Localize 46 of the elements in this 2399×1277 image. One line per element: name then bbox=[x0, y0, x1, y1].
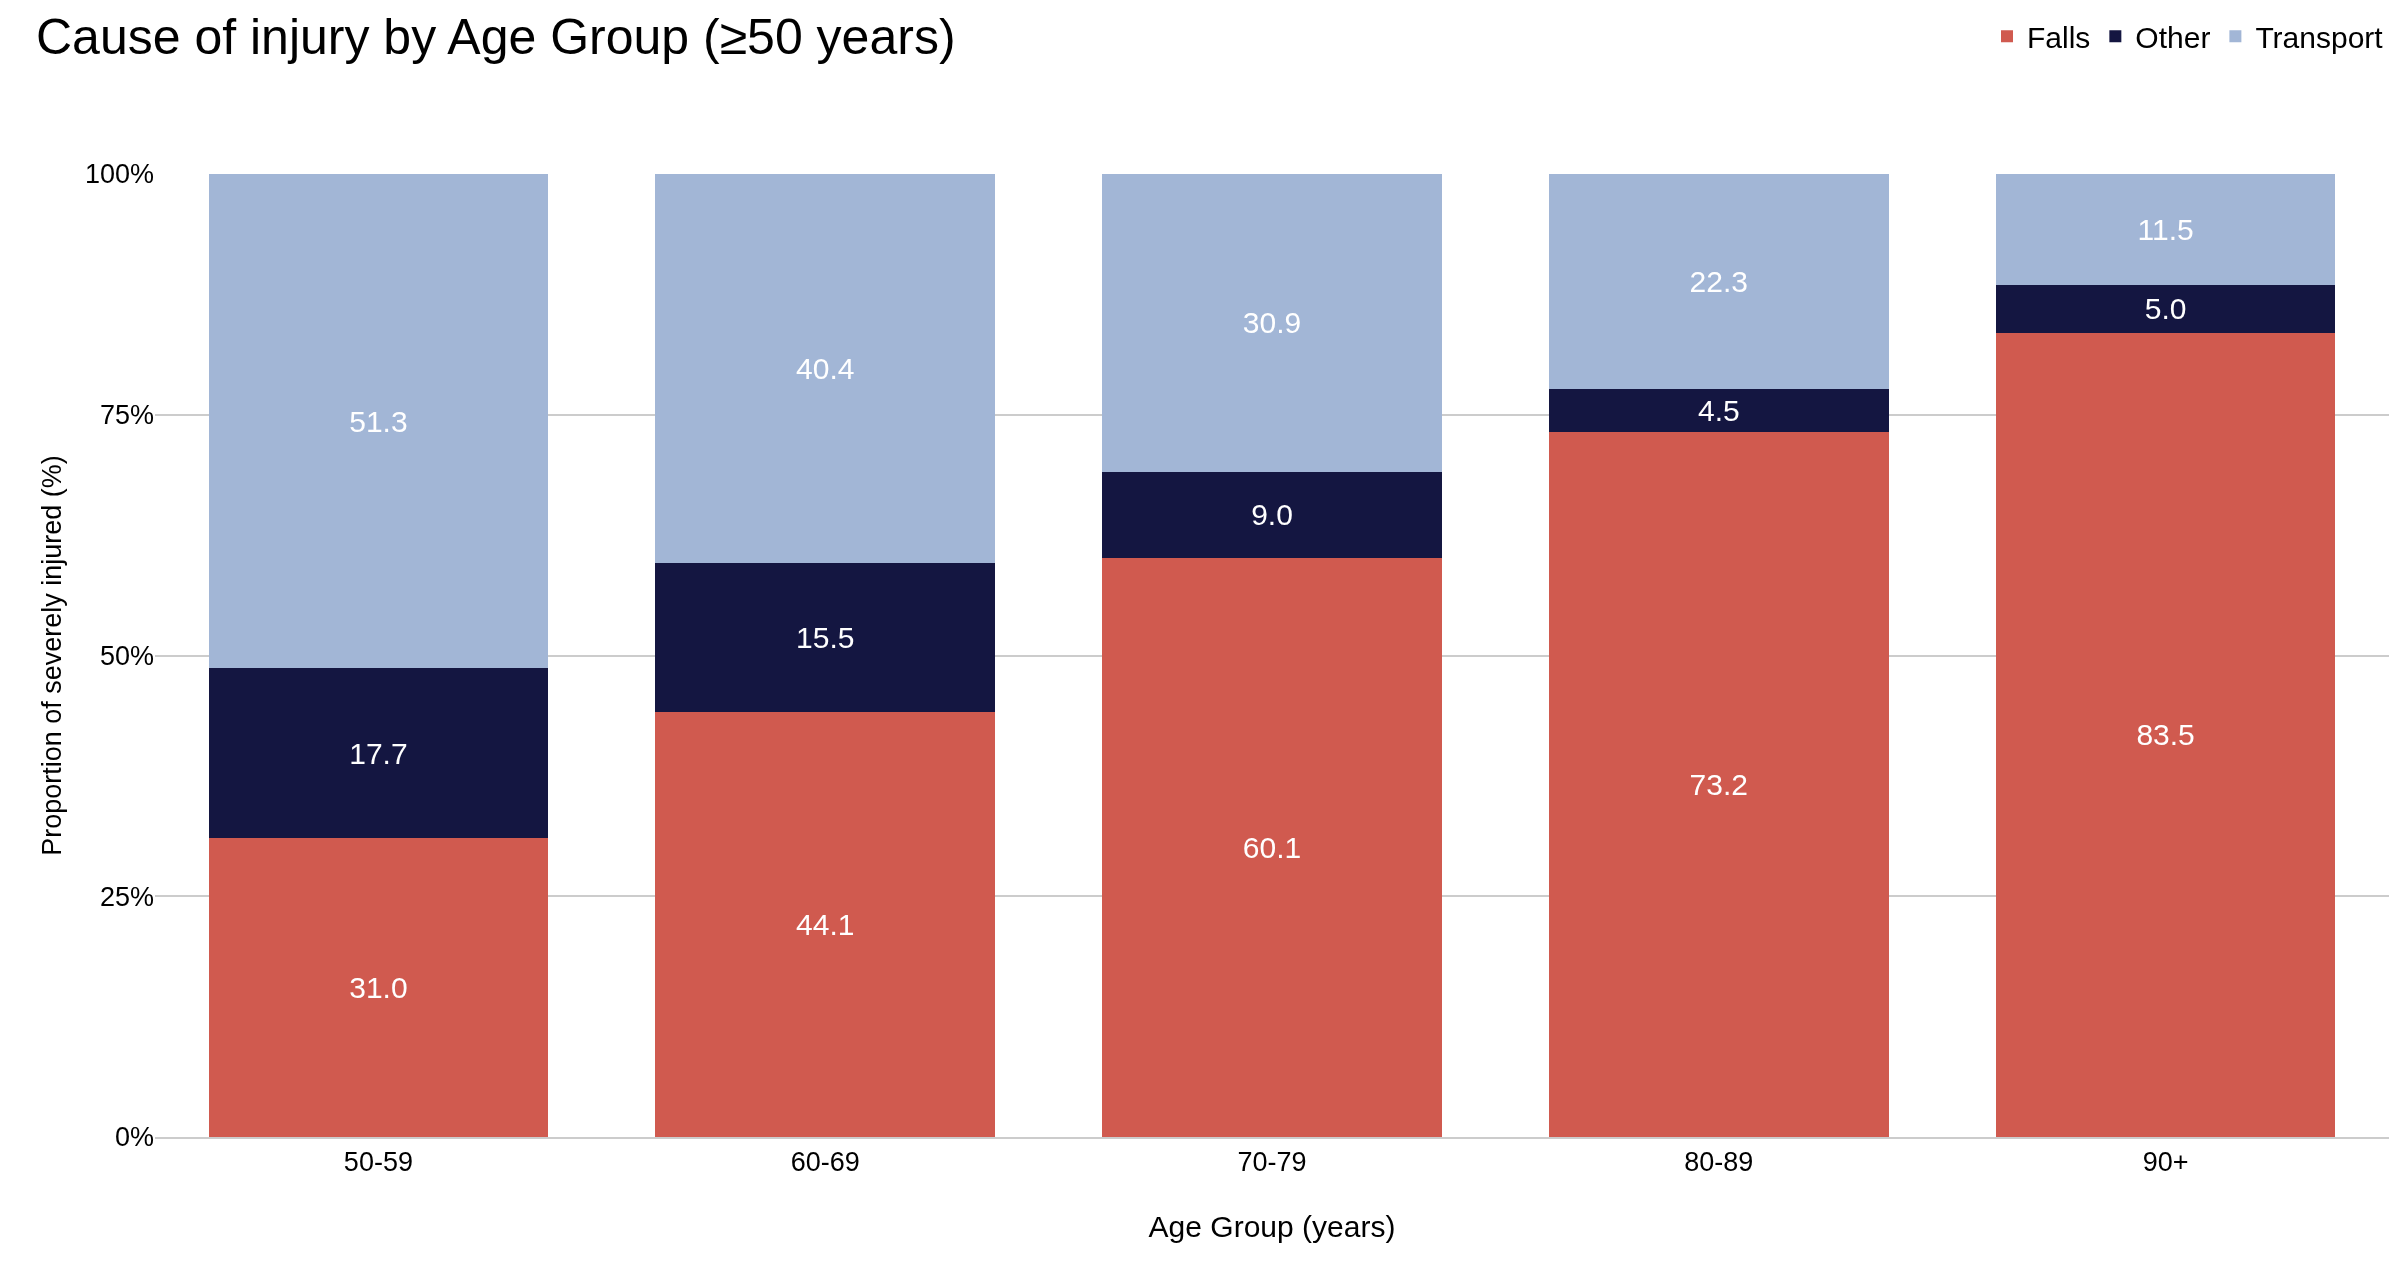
data-label: 9.0 bbox=[1251, 498, 1293, 532]
bar bbox=[208, 174, 549, 669]
y-tick-label: 0% bbox=[114, 1122, 154, 1153]
bar bbox=[1102, 471, 1442, 559]
data-label: 51.3 bbox=[349, 404, 408, 438]
data-label: 11.5 bbox=[2137, 212, 2194, 246]
data-label: 40.4 bbox=[796, 352, 855, 386]
bar bbox=[1102, 174, 1442, 472]
data-label: 44.1 bbox=[796, 908, 855, 942]
x-tick-label: 80-89 bbox=[1684, 1147, 1754, 1178]
bar bbox=[1995, 284, 2336, 333]
data-label: 83.5 bbox=[2136, 718, 2195, 752]
bar bbox=[1549, 432, 1889, 1137]
y-tick-label: 75% bbox=[99, 400, 154, 431]
data-label: 15.5 bbox=[796, 621, 855, 655]
bar bbox=[1102, 558, 1442, 1137]
data-label: 60.1 bbox=[1242, 831, 1302, 865]
bar bbox=[208, 838, 549, 1137]
data-label: 17.7 bbox=[349, 736, 408, 770]
bar bbox=[655, 563, 995, 713]
y-tick-label: 50% bbox=[99, 640, 154, 671]
chart-title: Cause of injury by Age Group (≥50 years) bbox=[35, 9, 956, 66]
x-tick-label: 70-79 bbox=[1237, 1147, 1307, 1178]
bar bbox=[655, 174, 995, 564]
bar bbox=[1549, 388, 1889, 433]
bar bbox=[655, 712, 995, 1137]
x-tick-label: 90+ bbox=[2142, 1147, 2189, 1178]
bar bbox=[1549, 174, 1889, 389]
x-axis-title: Age Group (years) bbox=[1148, 1210, 1396, 1244]
bar bbox=[1995, 332, 2336, 1137]
legend-label: Transport bbox=[2255, 20, 2384, 54]
data-label: 5.0 bbox=[2144, 292, 2187, 326]
data-label: 73.2 bbox=[1689, 768, 1748, 802]
bar bbox=[1995, 174, 2336, 285]
y-tick-label: 100% bbox=[84, 159, 154, 190]
legend-label: Falls bbox=[2027, 20, 2091, 54]
x-tick-label: 60-69 bbox=[790, 1147, 860, 1178]
legend-label: Other bbox=[2135, 20, 2211, 54]
bar bbox=[208, 668, 549, 839]
y-tick-label: 25% bbox=[99, 881, 154, 912]
data-label: 22.3 bbox=[1689, 264, 1748, 298]
data-label: 4.5 bbox=[1697, 393, 1740, 427]
y-axis-title: Proportion of severely injured (%) bbox=[36, 455, 67, 856]
data-label: 31.0 bbox=[349, 971, 408, 1005]
data-label: 30.9 bbox=[1242, 306, 1302, 340]
x-tick-label: 50-59 bbox=[343, 1147, 413, 1178]
